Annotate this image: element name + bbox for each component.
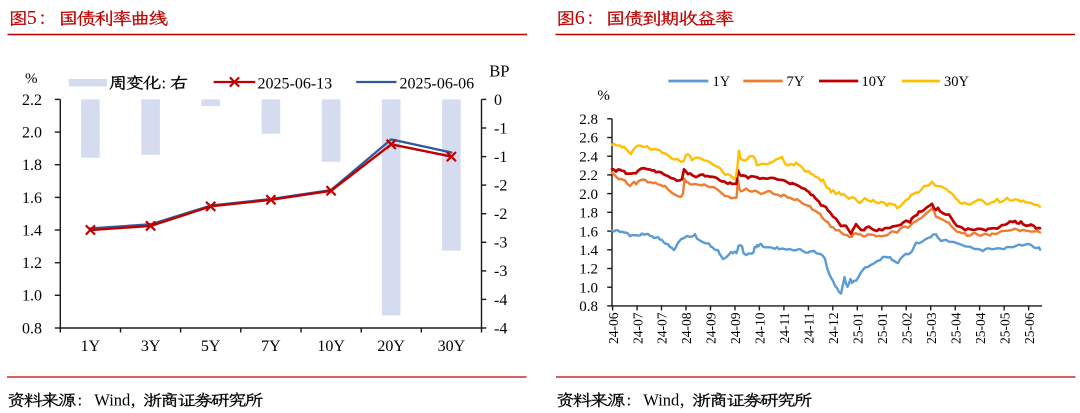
svg-text:1.6: 1.6 xyxy=(579,224,598,240)
svg-text:1.4: 1.4 xyxy=(579,243,598,259)
svg-text:24-06: 24-06 xyxy=(606,312,621,344)
svg-text:24-10: 24-10 xyxy=(753,312,768,344)
svg-text:5Y: 5Y xyxy=(201,338,221,355)
svg-text:25-03: 25-03 xyxy=(924,312,939,344)
svg-text:2025-06-13: 2025-06-13 xyxy=(258,76,333,93)
svg-text:25-06: 25-06 xyxy=(1022,312,1037,344)
svg-text:BP: BP xyxy=(489,62,509,81)
svg-text:1.2: 1.2 xyxy=(579,262,598,278)
svg-text:10Y: 10Y xyxy=(862,74,888,90)
svg-text:5: 5 xyxy=(27,7,37,29)
svg-text:Wind: Wind xyxy=(94,391,131,410)
svg-text:24-07: 24-07 xyxy=(655,312,670,344)
svg-text:24-11: 24-11 xyxy=(777,313,792,344)
svg-text:25-01: 25-01 xyxy=(875,313,890,345)
svg-text:24-07: 24-07 xyxy=(630,312,645,344)
svg-text:-3: -3 xyxy=(494,263,507,280)
svg-text:24-08: 24-08 xyxy=(679,312,694,344)
svg-text:25-04: 25-04 xyxy=(973,312,988,344)
svg-text:1.0: 1.0 xyxy=(579,280,598,296)
svg-text:1.4: 1.4 xyxy=(22,222,42,239)
svg-text:2.2: 2.2 xyxy=(579,168,598,184)
svg-text:2.4: 2.4 xyxy=(579,149,598,165)
svg-text:,: , xyxy=(131,390,136,411)
svg-text::: : xyxy=(627,391,632,410)
svg-text:0.8: 0.8 xyxy=(22,320,42,337)
svg-text:-3: -3 xyxy=(494,235,507,252)
svg-text:1.8: 1.8 xyxy=(22,157,42,174)
svg-text:30Y: 30Y xyxy=(944,74,970,90)
svg-text:24-11: 24-11 xyxy=(802,313,817,344)
svg-text:24-09: 24-09 xyxy=(704,312,719,344)
svg-text::: : xyxy=(40,7,46,29)
svg-text:20Y: 20Y xyxy=(377,338,405,355)
svg-text:%: % xyxy=(25,71,38,87)
svg-text:1.0: 1.0 xyxy=(22,288,42,305)
svg-text:Wind: Wind xyxy=(643,391,680,410)
svg-text:0.8: 0.8 xyxy=(579,299,598,315)
svg-text:2.0: 2.0 xyxy=(579,187,598,203)
svg-text:1Y: 1Y xyxy=(81,338,101,355)
svg-text:25-01: 25-01 xyxy=(851,313,866,345)
svg-text:2.2: 2.2 xyxy=(22,92,42,109)
svg-text:7Y: 7Y xyxy=(261,338,281,355)
svg-text:3Y: 3Y xyxy=(141,338,161,355)
svg-text:-1: -1 xyxy=(494,149,507,166)
svg-text:24-09: 24-09 xyxy=(728,312,743,344)
svg-text::: : xyxy=(588,7,594,29)
svg-text:,: , xyxy=(680,390,685,411)
svg-text:25-05: 25-05 xyxy=(997,312,1012,344)
svg-text::: : xyxy=(78,391,83,410)
svg-text:25-04: 25-04 xyxy=(948,312,963,344)
svg-text:30Y: 30Y xyxy=(438,338,466,355)
svg-text:1Y: 1Y xyxy=(713,74,731,90)
svg-text:1.8: 1.8 xyxy=(579,206,598,222)
svg-text:-2: -2 xyxy=(494,206,507,223)
svg-text:10Y: 10Y xyxy=(317,338,345,355)
svg-text:2.8: 2.8 xyxy=(579,112,598,128)
svg-text:1.2: 1.2 xyxy=(22,255,42,272)
svg-text:-4: -4 xyxy=(494,320,507,337)
svg-text:7Y: 7Y xyxy=(787,74,805,90)
svg-text:-4: -4 xyxy=(494,292,507,309)
svg-text:%: % xyxy=(597,88,610,104)
svg-text::: : xyxy=(161,73,166,92)
svg-text:1.6: 1.6 xyxy=(22,190,42,207)
svg-text:2.0: 2.0 xyxy=(22,125,42,142)
svg-text:24-12: 24-12 xyxy=(826,313,841,345)
svg-text:2025-06-06: 2025-06-06 xyxy=(400,76,475,93)
svg-text:-1: -1 xyxy=(494,120,507,137)
svg-text:2.6: 2.6 xyxy=(579,131,598,147)
svg-text:6: 6 xyxy=(575,7,585,29)
svg-text:0: 0 xyxy=(494,92,502,109)
svg-text:-2: -2 xyxy=(494,178,507,195)
svg-text:25-02: 25-02 xyxy=(899,313,914,345)
